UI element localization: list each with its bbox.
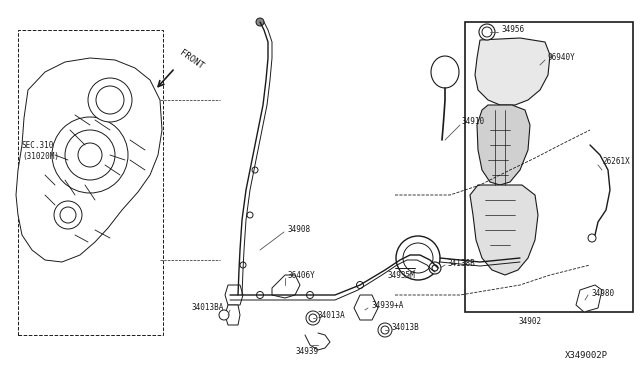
Polygon shape — [225, 305, 240, 325]
Text: (31020M): (31020M) — [22, 153, 59, 161]
Polygon shape — [225, 285, 243, 305]
Circle shape — [403, 243, 433, 273]
Circle shape — [219, 310, 229, 320]
Text: 36406Y: 36406Y — [288, 272, 316, 280]
Text: 34013B: 34013B — [392, 324, 420, 333]
Polygon shape — [477, 105, 530, 185]
Text: 34935M: 34935M — [388, 272, 416, 280]
Text: SEC.310: SEC.310 — [22, 141, 54, 150]
Text: 34138B: 34138B — [448, 259, 476, 267]
Polygon shape — [576, 285, 602, 312]
Circle shape — [60, 207, 76, 223]
Polygon shape — [272, 275, 300, 298]
Text: 34956: 34956 — [502, 26, 525, 35]
Circle shape — [479, 24, 495, 40]
Circle shape — [307, 292, 314, 298]
Circle shape — [78, 143, 102, 167]
Circle shape — [588, 234, 596, 242]
Circle shape — [252, 167, 258, 173]
Circle shape — [429, 262, 441, 274]
Text: 34013BA: 34013BA — [192, 304, 225, 312]
Text: FRONT: FRONT — [178, 49, 205, 71]
Polygon shape — [16, 58, 162, 262]
Circle shape — [256, 18, 264, 26]
Circle shape — [240, 262, 246, 268]
Text: 96940Y: 96940Y — [548, 54, 576, 62]
Text: 34939: 34939 — [295, 347, 318, 356]
Text: 34013A: 34013A — [318, 311, 346, 321]
Polygon shape — [354, 295, 378, 320]
Circle shape — [96, 86, 124, 114]
Circle shape — [396, 236, 440, 280]
Circle shape — [257, 292, 264, 298]
Circle shape — [356, 282, 364, 289]
Polygon shape — [470, 185, 538, 275]
Text: 34910: 34910 — [462, 118, 485, 126]
Circle shape — [88, 78, 132, 122]
Polygon shape — [475, 38, 550, 105]
Text: 26261X: 26261X — [602, 157, 630, 167]
Circle shape — [381, 326, 389, 334]
Circle shape — [482, 27, 492, 37]
Bar — [18, 30, 163, 335]
Circle shape — [432, 265, 438, 271]
Text: 34980: 34980 — [592, 289, 615, 298]
Circle shape — [54, 201, 82, 229]
Text: X349002P: X349002P — [565, 350, 608, 359]
Circle shape — [309, 314, 317, 322]
Circle shape — [65, 130, 115, 180]
Text: 34939+A: 34939+A — [372, 301, 404, 311]
Circle shape — [378, 323, 392, 337]
Circle shape — [52, 117, 128, 193]
Circle shape — [306, 311, 320, 325]
Text: 34902: 34902 — [518, 317, 541, 327]
Bar — [465, 22, 633, 312]
Polygon shape — [431, 56, 459, 88]
Circle shape — [247, 212, 253, 218]
Text: 34908: 34908 — [288, 225, 311, 234]
